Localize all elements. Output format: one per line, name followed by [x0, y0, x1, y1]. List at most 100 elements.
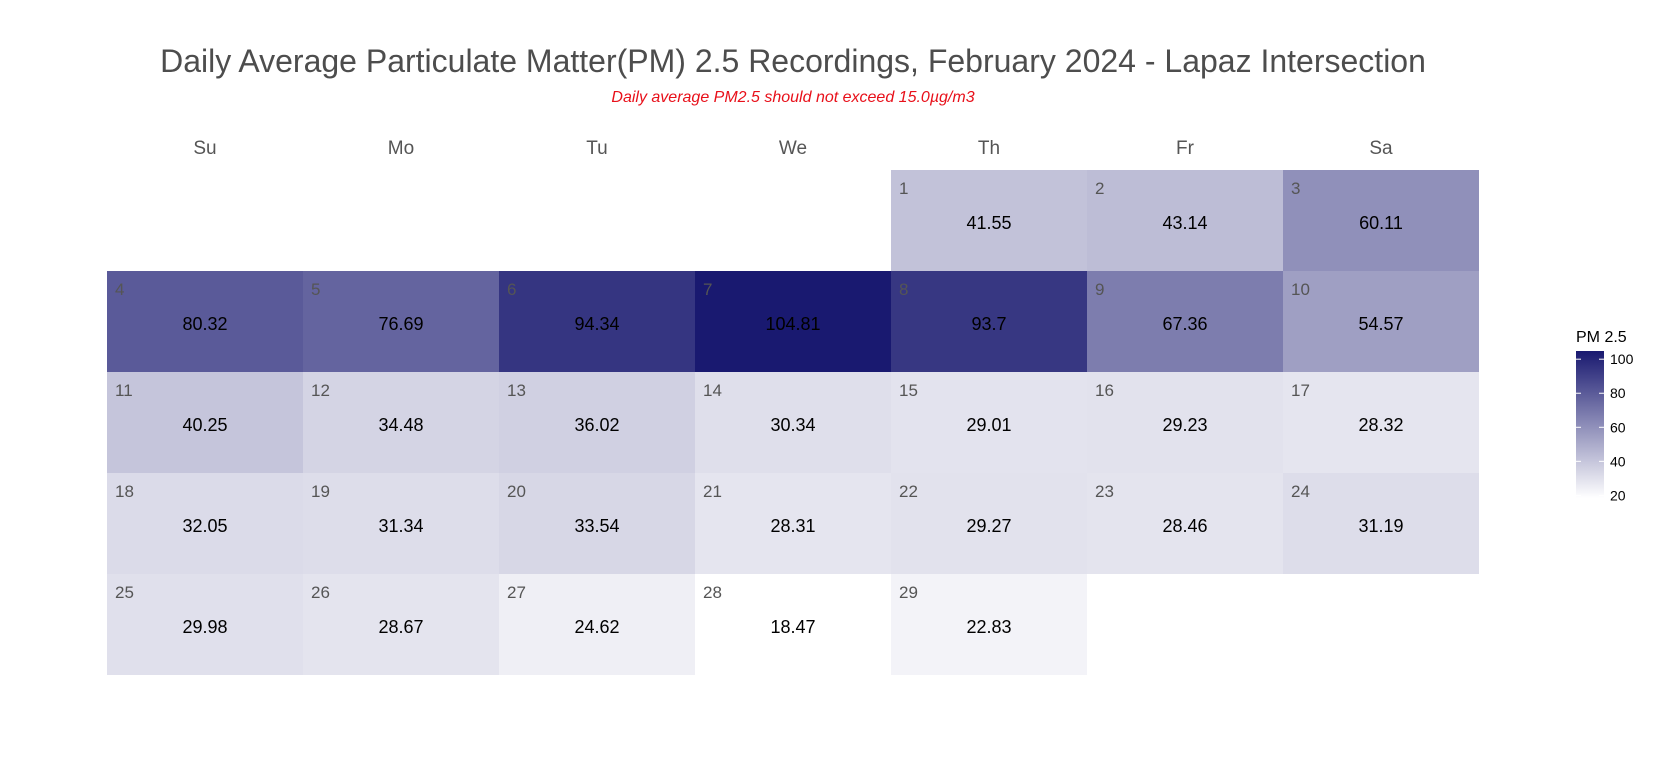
day-value-label: 31.34 — [378, 516, 423, 536]
day-number: 15 — [899, 381, 918, 400]
calendar-day-cell: 10 54.57 — [1283, 271, 1479, 372]
day-cell-fill — [499, 574, 695, 675]
day-value-label: 34.48 — [378, 415, 423, 435]
day-value-label: 29.98 — [182, 617, 227, 637]
day-value-label: 60.11 — [1359, 213, 1403, 233]
day-number: 22 — [899, 482, 918, 501]
day-number: 19 — [311, 482, 330, 501]
day-cell-fill — [303, 473, 499, 574]
day-value-label: 22.83 — [966, 617, 1011, 637]
day-cell-fill — [499, 271, 695, 372]
legend-tick-label: 40 — [1610, 453, 1626, 469]
weekday-label-tu: Tu — [586, 138, 607, 159]
legend-tick-label: 20 — [1610, 487, 1626, 503]
weekday-label-th: Th — [978, 138, 1000, 159]
calendar-day-cell: 24 31.19 — [1283, 473, 1479, 574]
day-number: 18 — [115, 482, 134, 501]
day-number: 16 — [1095, 381, 1114, 400]
day-number: 5 — [311, 280, 320, 299]
calendar-day-cell: 21 28.31 — [695, 473, 891, 574]
weekday-labels: Su Mo Tu We Th Fr Sa — [193, 138, 1393, 159]
day-cell-fill — [303, 271, 499, 372]
calendar-day-cell: 893.7 — [891, 271, 1087, 372]
day-cell-fill — [891, 372, 1087, 473]
day-number: 27 — [507, 583, 526, 602]
day-number: 6 — [507, 280, 516, 299]
day-number: 26 — [311, 583, 330, 602]
legend-tick-label: 100 — [1610, 351, 1634, 367]
legend-tick-label: 80 — [1610, 385, 1626, 401]
day-cell-fill — [499, 473, 695, 574]
color-legend: PM 2.5 20 40 60 80 100 — [1576, 329, 1634, 503]
day-cell-fill — [107, 473, 303, 574]
day-number: 29 — [899, 583, 918, 602]
day-number: 24 — [1291, 482, 1310, 501]
day-number: 28 — [703, 583, 722, 602]
day-number: 9 — [1095, 280, 1104, 299]
day-value-label: 76.69 — [378, 314, 423, 334]
calendar-day-cell: 22 29.27 — [891, 473, 1087, 574]
day-number: 14 — [703, 381, 722, 400]
day-number: 10 — [1291, 280, 1310, 299]
calendar-day-cell: 19 31.34 — [303, 473, 499, 574]
day-cell-fill — [1087, 271, 1283, 372]
calendar-grid: 141.55243.14360.11480.32576.69694.347104… — [107, 170, 1479, 675]
day-cell-fill — [891, 473, 1087, 574]
calendar-day-cell: 14 30.34 — [695, 372, 891, 473]
calendar-day-cell: 18 32.05 — [107, 473, 303, 574]
chart-title: Daily Average Particulate Matter(PM) 2.5… — [160, 43, 1426, 79]
calendar-day-cell: 576.69 — [303, 271, 499, 372]
day-cell-fill — [1283, 473, 1479, 574]
legend-tick-label: 60 — [1610, 419, 1626, 435]
day-number: 13 — [507, 381, 526, 400]
weekday-label-sa: Sa — [1369, 138, 1393, 159]
day-value-label: 31.19 — [1358, 516, 1403, 536]
day-number: 1 — [899, 179, 908, 198]
calendar-day-cell: 17 28.32 — [1283, 372, 1479, 473]
day-number: 8 — [899, 280, 908, 299]
day-value-label: 36.02 — [574, 415, 619, 435]
calendar-day-cell: 141.55 — [891, 170, 1087, 271]
day-cell-fill — [107, 271, 303, 372]
day-cell-fill — [107, 574, 303, 675]
day-cell-fill — [695, 574, 891, 675]
calendar-day-cell: 20 33.54 — [499, 473, 695, 574]
day-cell-fill — [695, 271, 891, 372]
calendar-day-cell: 27 24.62 — [499, 574, 695, 675]
day-value-label: 28.32 — [1358, 415, 1403, 435]
day-cell-fill — [891, 170, 1087, 271]
day-number: 21 — [703, 482, 722, 501]
day-value-label: 28.46 — [1162, 516, 1207, 536]
day-number: 3 — [1291, 179, 1300, 198]
calendar-day-cell: 11 40.25 — [107, 372, 303, 473]
day-value-label: 29.27 — [966, 516, 1011, 536]
day-number: 4 — [115, 280, 124, 299]
weekday-label-fr: Fr — [1176, 138, 1195, 159]
day-cell-fill — [107, 372, 303, 473]
day-number: 7 — [703, 280, 712, 299]
day-value-label: 40.25 — [182, 415, 227, 435]
day-value-label: 54.57 — [1358, 314, 1403, 334]
weekday-label-su: Su — [193, 138, 216, 159]
day-number: 25 — [115, 583, 134, 602]
day-value-label: 67.36 — [1162, 314, 1207, 334]
day-value-label: 29.01 — [966, 415, 1011, 435]
calendar-day-cell: 25 29.98 — [107, 574, 303, 675]
day-value-label: 33.54 — [574, 516, 619, 536]
day-cell-fill — [1087, 372, 1283, 473]
calendar-day-cell: 26 28.67 — [303, 574, 499, 675]
day-cell-fill — [695, 372, 891, 473]
day-number: 17 — [1291, 381, 1310, 400]
calendar-day-cell: 28 18.47 — [695, 574, 891, 675]
day-cell-fill — [695, 473, 891, 574]
day-value-label: 24.62 — [574, 617, 619, 637]
day-cell-fill — [1283, 170, 1479, 271]
day-number: 23 — [1095, 482, 1114, 501]
calendar-day-cell: 13 36.02 — [499, 372, 695, 473]
day-cell-fill — [303, 372, 499, 473]
day-number: 11 — [115, 381, 133, 400]
day-value-label: 28.31 — [770, 516, 815, 536]
weekday-label-we: We — [779, 138, 807, 159]
